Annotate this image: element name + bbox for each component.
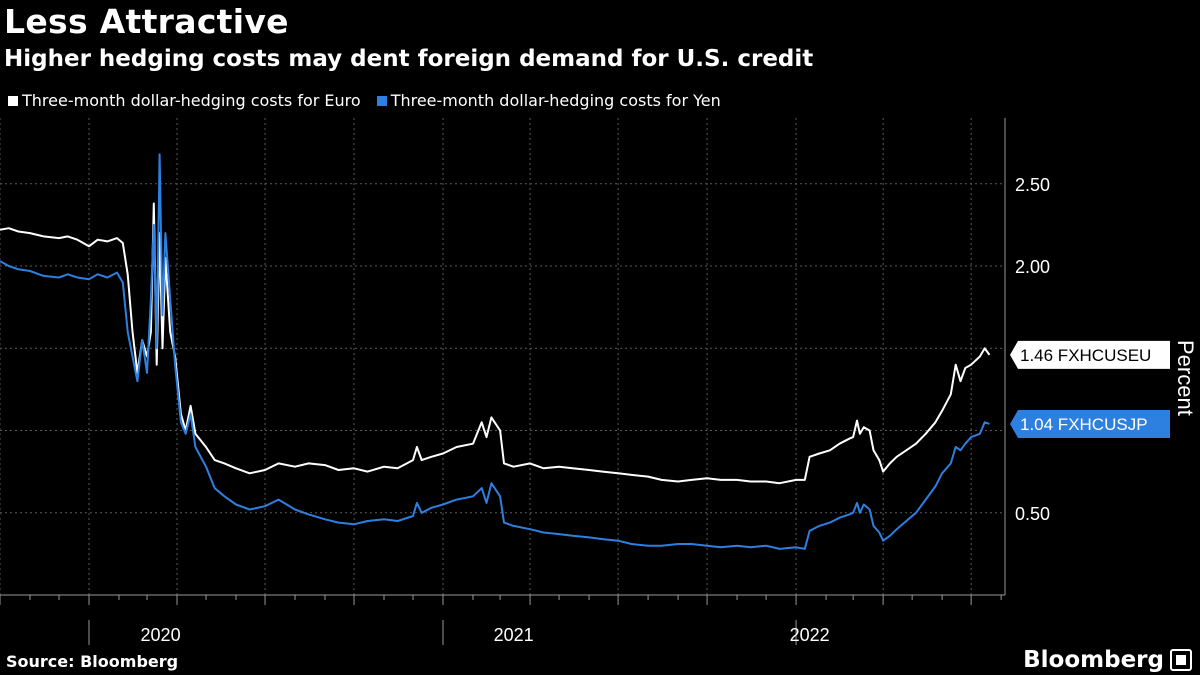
legend-item-yen: Three-month dollar-hedging costs for Yen <box>376 91 721 110</box>
legend-label-euro: Three-month dollar-hedging costs for Eur… <box>22 91 361 110</box>
legend-label-yen: Three-month dollar-hedging costs for Yen <box>390 91 721 110</box>
last-value-label-yen: 1.04 FXHCUSJP <box>1010 409 1170 438</box>
y-tick-label: 0.50 <box>1015 504 1050 524</box>
legend-item-euro: Three-month dollar-hedging costs for Eur… <box>8 91 361 110</box>
bloomberg-logo-icon <box>1170 649 1192 671</box>
y-tick-label: 2.50 <box>1015 175 1050 195</box>
chart-title: Less Attractive <box>4 2 289 41</box>
last-value-tag <box>1010 340 1170 369</box>
x-year-label: 2021 <box>494 625 534 645</box>
chart-subtitle: Higher hedging costs may dent foreign de… <box>4 46 814 72</box>
series-line-yen <box>0 153 990 550</box>
brand-name: Bloomberg <box>1023 647 1164 673</box>
y-axis-title: Percent <box>1173 340 1198 416</box>
last-value-label-euro: 1.46 FXHCUSEU <box>1010 340 1170 369</box>
x-year-label: 2020 <box>141 625 181 645</box>
last-value-text: 1.04 FXHCUSJP <box>1020 415 1148 434</box>
y-tick-label: 2.00 <box>1015 257 1050 277</box>
x-year-label: 2022 <box>790 625 830 645</box>
legend-swatch-euro <box>8 95 18 106</box>
source-note: Source: Bloomberg <box>6 652 179 671</box>
last-value-text: 1.46 FXHCUSEU <box>1020 346 1151 365</box>
legend: Three-month dollar-hedging costs for Eur… <box>8 91 721 110</box>
last-value-tag <box>1010 409 1170 438</box>
brand-logo: Bloomberg <box>1023 647 1192 673</box>
legend-swatch-yen <box>376 95 387 106</box>
